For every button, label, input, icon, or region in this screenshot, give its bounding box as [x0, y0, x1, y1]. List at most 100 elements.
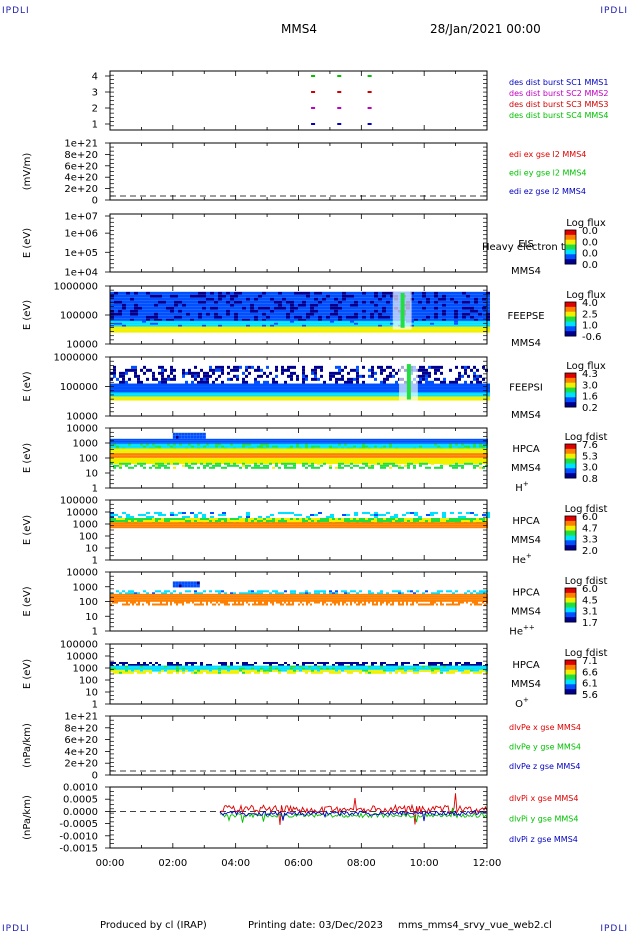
- feepse-cell: [258, 309, 262, 313]
- feepse-cell: [170, 309, 174, 313]
- feepse-cell: [254, 324, 258, 327]
- feepse-cell: [330, 291, 334, 295]
- feepse-cell: [374, 315, 378, 319]
- edi-ytick-label: 6e+20: [64, 161, 98, 172]
- feepsi-cell: [462, 386, 466, 390]
- feepsi-cell: [146, 389, 150, 393]
- feepse-cell: [266, 300, 270, 304]
- feepse-cell: [270, 291, 274, 295]
- hpca_h-ylabel: E (eV): [22, 443, 33, 473]
- hpca_h-cell: [175, 435, 179, 439]
- hpca_h-cell: [341, 462, 344, 465]
- feepsi-cell: [345, 398, 350, 401]
- hpca_h-cell: [287, 445, 290, 448]
- hpca_h-cell: [368, 458, 371, 460]
- feepse-cell: [370, 300, 374, 304]
- hpca_h-cell: [191, 455, 194, 458]
- feepse-cell: [462, 300, 466, 304]
- hpca_h-cell: [356, 464, 359, 467]
- feepsi-cell: [227, 365, 230, 369]
- hpca_h-cell: [137, 458, 140, 460]
- hpca_h-cell: [452, 450, 455, 453]
- hpca_h-cell: [199, 435, 203, 439]
- hpca_h-cell: [314, 443, 317, 446]
- feepse-cell: [330, 324, 334, 327]
- feepse-cell: [422, 300, 426, 304]
- hpca_h-cell: [233, 453, 236, 456]
- feepse-cell: [340, 326, 345, 330]
- feepse-cell: [110, 324, 114, 327]
- hpca_h-cell: [296, 440, 299, 443]
- feepse-cell: [246, 303, 250, 307]
- feepsi-cell: [230, 396, 235, 399]
- hpca_h-cell: [356, 443, 359, 446]
- feepsi-cell: [220, 396, 225, 399]
- feepsi-cell: [206, 383, 210, 387]
- feepse-cell: [425, 326, 430, 330]
- hpca_h-cell: [116, 462, 119, 464]
- feepse-cell: [254, 291, 258, 295]
- feepsi-cell: [380, 368, 383, 372]
- feepse-cell: [142, 322, 146, 325]
- feepsi-cell: [378, 386, 382, 390]
- hpca_h-cell: [200, 458, 203, 460]
- hpca_h-cell: [254, 458, 257, 460]
- feepse-cell: [194, 324, 198, 327]
- feepsi-cell: [134, 371, 137, 375]
- feepse-cell: [474, 320, 478, 323]
- hpca_h-cell: [197, 450, 200, 453]
- hpca_h-cell: [134, 443, 137, 446]
- feepse-cell: [130, 291, 134, 295]
- hpca_h-cell: [143, 455, 146, 458]
- feepse-cell: [238, 303, 242, 307]
- hpca_h-cell: [161, 455, 164, 458]
- hpca_h-cell: [149, 443, 152, 446]
- feepsi-cell: [116, 377, 119, 381]
- feepsi-cell: [486, 392, 490, 395]
- feepsi-cell: [150, 389, 154, 393]
- feepse-cell: [470, 291, 474, 295]
- hpca_h-cell: [431, 443, 434, 446]
- feepse-cell: [275, 326, 280, 330]
- feepse-cell: [258, 300, 262, 304]
- feepsi-cell: [474, 389, 478, 393]
- feepsi-cell: [420, 396, 425, 399]
- feepsi-cell: [422, 392, 426, 395]
- feepsi-cell: [146, 386, 150, 390]
- hpca_h-cell: [185, 445, 188, 448]
- feepse-cell: [174, 312, 178, 316]
- hpca_h-cell: [377, 460, 380, 462]
- hpca_h-cell: [326, 453, 329, 456]
- hpca_h-cell: [434, 460, 437, 462]
- feepse-cell: [110, 291, 114, 295]
- hpca_h-cell: [116, 460, 119, 462]
- hpca_h-cell: [254, 462, 257, 465]
- feepsi-cell: [126, 392, 130, 395]
- feepse-cell: [175, 329, 180, 333]
- hpca_h-cell: [224, 455, 227, 458]
- feepsi-cell: [294, 394, 298, 397]
- hpca_h-cell: [188, 453, 191, 456]
- hpca_h-cell: [224, 438, 227, 441]
- feepsi-cell: [470, 386, 474, 390]
- feepse-cell: [382, 291, 386, 295]
- hpca_h-cell: [194, 455, 197, 458]
- feepse-cell: [310, 324, 314, 327]
- feepse-cell: [250, 318, 254, 322]
- feepse-cell: [466, 294, 470, 298]
- hpca_h-cell: [215, 438, 218, 441]
- feepse-cell: [302, 303, 306, 307]
- feepsi-cell: [426, 383, 430, 387]
- feepsi-cell: [180, 396, 185, 399]
- feepse-cell: [438, 318, 442, 322]
- hpca_h-cell: [308, 458, 311, 460]
- feepse-cell: [298, 297, 302, 301]
- hpca_h-cell: [164, 460, 167, 462]
- hpca_h-cell: [446, 455, 449, 458]
- hpca_h-cell: [152, 458, 155, 460]
- hpca_h-cell: [257, 466, 260, 469]
- hpca_h-cell: [287, 448, 290, 451]
- hpca_h-cell: [125, 453, 128, 456]
- feepsi-colorbar-tick: 0.2: [582, 403, 598, 414]
- hpca_h-cell: [263, 458, 266, 460]
